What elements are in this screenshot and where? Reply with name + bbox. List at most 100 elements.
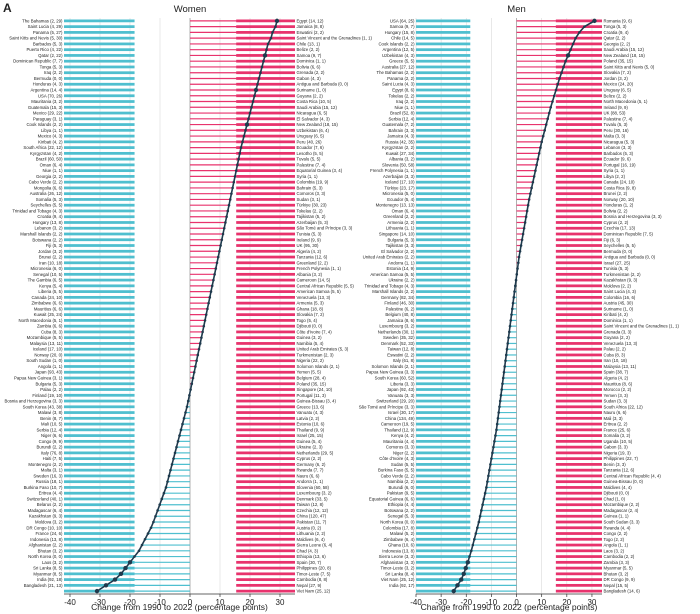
value-dot-0-38 — [220, 238, 224, 242]
country-label-right-1-82: Djibouti (0, 0) — [604, 491, 630, 496]
label-bar-right-0-36 — [236, 226, 295, 230]
country-label-left-1-94: Afghanistan (3, 3) — [381, 560, 415, 565]
country-label-left-1-25: Slovenia (50, 58) — [382, 162, 415, 167]
label-bar-left-1-5 — [416, 48, 471, 52]
x-axis-title-0: Change from 1990 to 2022 (percentage poi… — [91, 602, 268, 612]
value-dot-1-80 — [486, 480, 489, 483]
label-bar-left-0-92 — [64, 549, 135, 553]
country-label-left-1-5: Argentina (12, 5) — [382, 47, 415, 52]
label-bar-right-0-58 — [236, 353, 295, 357]
label-bar-right-1-69 — [555, 416, 602, 420]
value-dot-0-79 — [167, 474, 171, 478]
country-label-right-1-10: Jordan (3, 2) — [604, 76, 629, 81]
label-bar-right-0-75 — [236, 451, 295, 455]
label-bar-right-1-10 — [555, 77, 602, 80]
label-bar-right-0-92 — [236, 549, 295, 553]
country-label-left-0-1: Saint Lucia (4, 29) — [28, 24, 63, 29]
country-label-left-0-95: Sri Lanka (8, 5) — [33, 566, 63, 571]
country-label-left-0-17: Paraguay (3, 1) — [33, 116, 63, 121]
value-dot-0-69 — [182, 417, 186, 420]
country-label-right-0-71: Thailand (9, 9) — [297, 427, 325, 432]
value-dot-0-1 — [274, 25, 277, 28]
label-bar-left-0-55 — [64, 336, 135, 340]
label-bar-right-1-19 — [555, 128, 602, 132]
country-label-left-0-18: Cook Islands (2, 2) — [26, 122, 63, 127]
label-bar-left-0-7 — [64, 59, 135, 63]
country-label-right-0-48: Venezuela (13, 3) — [297, 295, 331, 300]
country-label-left-1-92: Indonesia (13, 8) — [382, 548, 415, 553]
label-bar-left-0-57 — [64, 347, 135, 351]
label-bar-left-0-16 — [64, 111, 135, 115]
value-dot-0-67 — [185, 405, 189, 409]
value-dot-0-17 — [247, 117, 250, 121]
country-label-right-0-98: Nepal (27, 9) — [297, 583, 322, 588]
country-label-left-0-9: Iraq (2, 2) — [44, 70, 63, 75]
country-label-right-1-65: Yemen (3, 3) — [604, 393, 629, 398]
country-label-left-0-0: The Bahamas (2, 29) — [22, 18, 63, 23]
country-label-right-1-38: Fiji (6, 3) — [604, 237, 621, 242]
women-panel: The Bahamas (2, 29)Saint Lucia (4, 29) Pa… — [4, 4, 372, 612]
label-bar-right-0-49 — [236, 301, 295, 305]
country-label-right-1-33: Bolivia (2, 2) — [604, 208, 628, 213]
country-label-left-0-75: Italy (76, 8) — [41, 450, 63, 455]
label-bar-left-0-3 — [64, 36, 135, 40]
label-bar-left-0-49 — [64, 301, 135, 305]
label-bar-right-0-96 — [236, 572, 295, 576]
label-bar-left-0-1 — [64, 25, 135, 29]
country-label-right-1-80: Guinea-Bissau (0, 0) — [604, 479, 644, 484]
label-bar-left-1-78 — [416, 468, 471, 472]
label-bar-left-0-12 — [64, 88, 135, 92]
label-bar-right-1-43 — [555, 267, 602, 270]
country-label-left-1-75: Niger (2, 2) — [393, 450, 415, 455]
label-bar-right-0-50 — [236, 307, 295, 311]
label-bar-right-1-82 — [555, 491, 602, 495]
country-label-left-1-37: Singapore (14, 10) — [379, 232, 415, 237]
value-dot-0-36 — [222, 226, 226, 230]
label-bar-right-1-6 — [555, 54, 602, 57]
label-bar-left-0-63 — [64, 382, 135, 386]
country-label-right-1-36: Czechia (17, 13) — [604, 226, 636, 231]
country-label-right-0-82: Luxembourg (3, 2) — [297, 491, 333, 496]
country-label-right-0-23: Lesotho (5, 5) — [297, 151, 324, 156]
label-bar-left-1-98 — [416, 583, 471, 587]
value-dot-1-37 — [521, 232, 525, 236]
value-dot-1-58 — [504, 353, 508, 357]
label-bar-right-0-40 — [236, 249, 295, 253]
country-label-right-1-44: Turkmenistan (2, 2) — [604, 272, 642, 277]
label-bar-right-0-34 — [236, 215, 295, 219]
label-bar-right-1-36 — [555, 226, 602, 230]
label-bar-right-1-72 — [555, 434, 602, 437]
country-label-right-0-85: Czechia (12, 12) — [297, 508, 329, 513]
label-bar-left-0-59 — [64, 359, 135, 363]
label-bar-left-1-75 — [416, 451, 471, 455]
label-bar-right-0-12 — [236, 88, 295, 92]
country-label-left-0-63: Bulgaria (5, 3) — [36, 381, 64, 386]
label-bar-right-1-99 — [555, 589, 602, 593]
value-dot-1-59 — [504, 359, 507, 363]
label-bar-right-0-28 — [236, 180, 295, 184]
value-dot-0-47 — [209, 290, 213, 293]
country-label-right-0-69: Latvia (2, 2) — [297, 416, 320, 421]
country-label-left-0-15: Guatemala (15, 3) — [28, 105, 63, 110]
country-label-right-1-4: Georgia (2, 2) — [604, 41, 631, 46]
country-label-right-0-25: Palestine (7, 4) — [297, 162, 326, 167]
country-label-left-0-85: Madagascar (6, 4) — [28, 508, 63, 513]
value-dot-1-98 — [455, 583, 460, 588]
label-bar-left-1-16 — [416, 111, 471, 115]
country-label-left-1-15: Niue (1, 1) — [394, 105, 415, 110]
x-tick-label-0-0: -40 — [64, 598, 76, 607]
label-bar-left-1-63 — [416, 382, 471, 386]
country-label-left-1-72: Kenya (4, 2) — [391, 433, 415, 438]
country-label-right-1-81: Maldives (4, 4) — [604, 485, 633, 490]
country-label-right-1-32: Honduras (1, 2) — [604, 203, 634, 208]
value-dot-1-76 — [490, 457, 493, 460]
label-bar-right-0-78 — [236, 468, 295, 472]
label-bar-right-0-62 — [236, 376, 295, 380]
country-label-left-0-70: Mali (10, 5) — [41, 422, 63, 427]
label-bar-right-1-16 — [555, 111, 602, 115]
country-label-left-1-55: Sweden (35, 32) — [383, 335, 415, 340]
label-bar-left-1-59 — [416, 359, 471, 363]
label-bar-left-1-96 — [416, 572, 471, 576]
label-bar-left-1-65 — [416, 393, 471, 397]
country-label-right-1-70: Eritrea (2, 2) — [604, 422, 628, 427]
